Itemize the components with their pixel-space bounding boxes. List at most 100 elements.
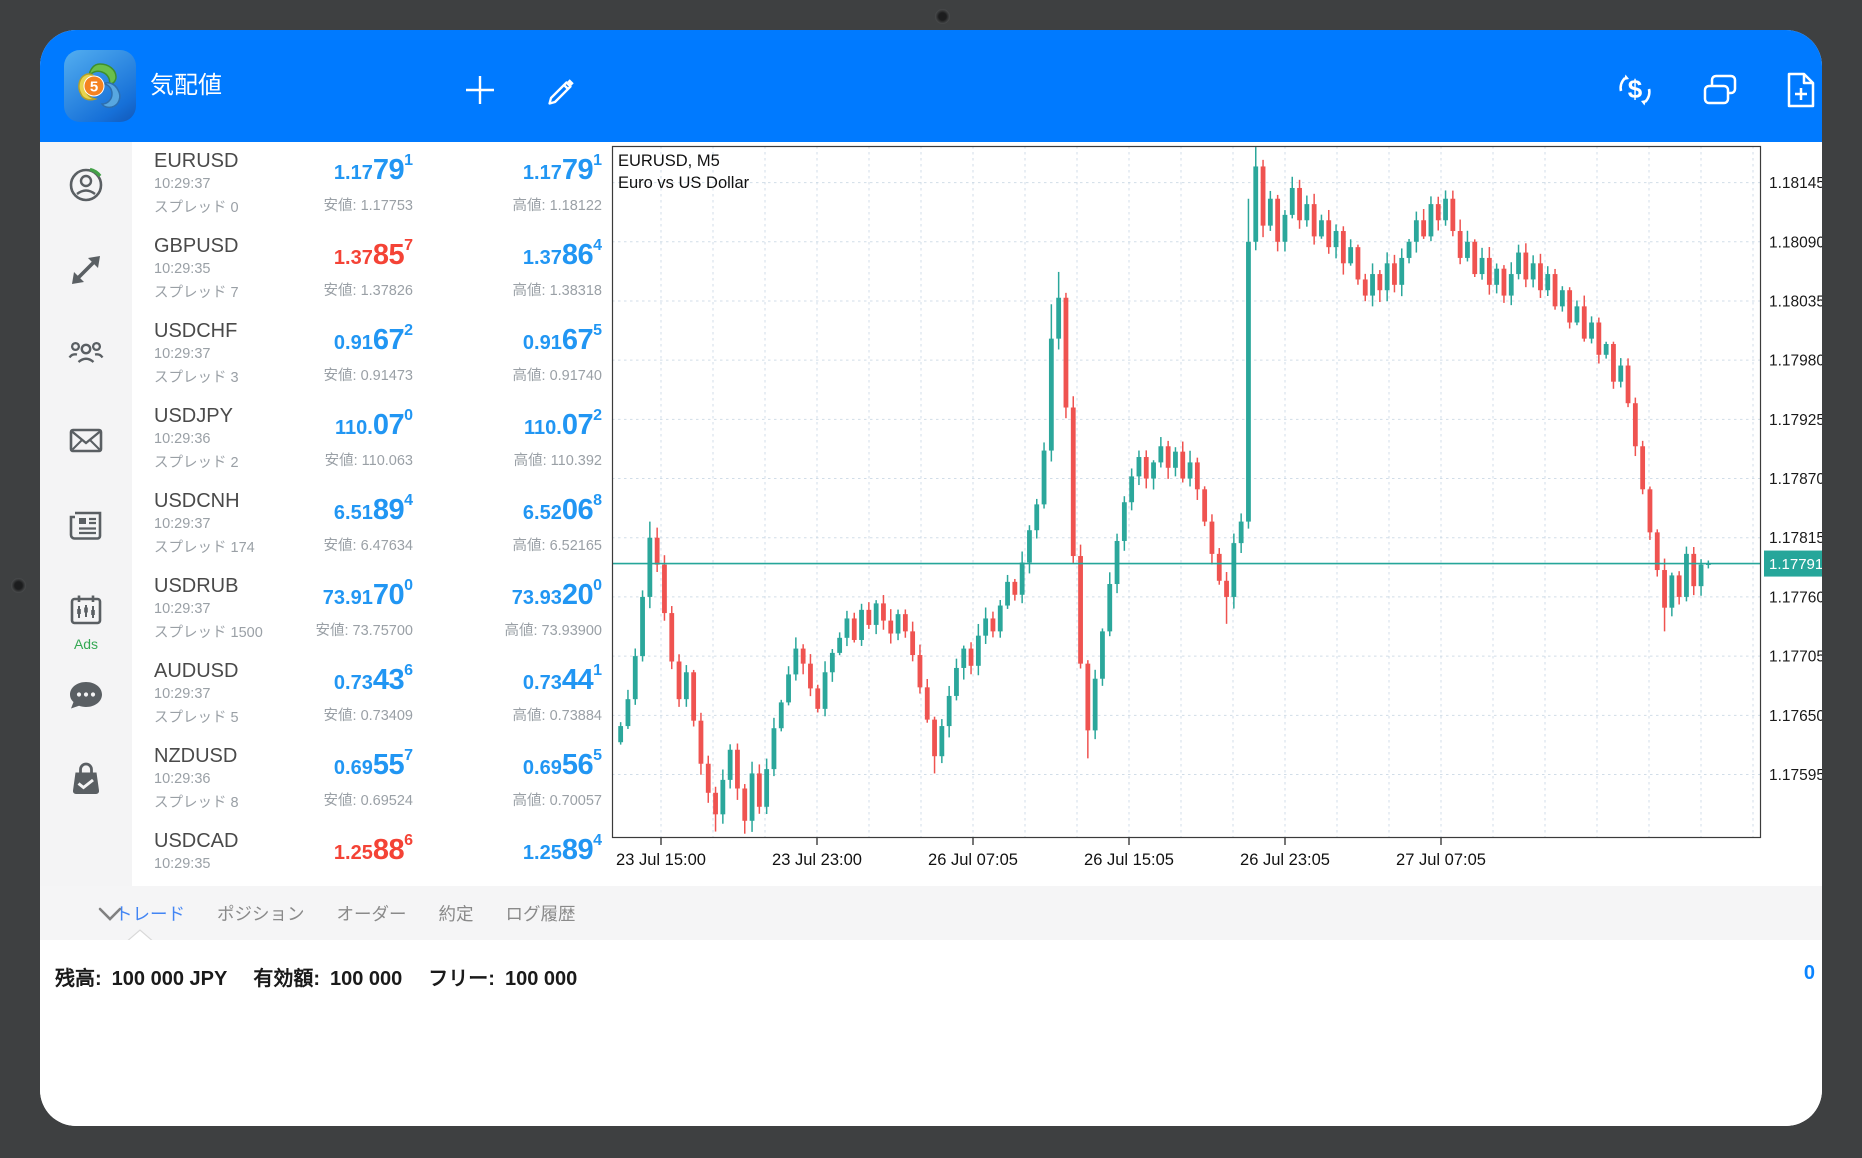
x-axis-label: 26 Jul 23:05 (1240, 851, 1330, 869)
ask-price: 110.072 (524, 407, 602, 441)
quote-time: 10:29:36 (154, 431, 211, 447)
spread-value: スプレッド 1500 (154, 625, 263, 641)
day-high: 高値: 1.18122 (512, 198, 602, 214)
symbol-name: USDRUB (154, 575, 239, 597)
y-axis-label: 1.17870 (1769, 471, 1822, 488)
currency-exchange-button[interactable]: $ (1611, 66, 1659, 114)
app-screen: 5 気配値 $ (40, 30, 1822, 1126)
day-low: 安値: 73.75700 (315, 623, 413, 639)
header-bar: 5 気配値 $ (40, 30, 1822, 142)
quotes-trade-icon (64, 248, 108, 297)
sidebar-item-news[interactable] (40, 491, 132, 563)
tab-ポジション[interactable]: ポジション (217, 903, 305, 924)
account-value: 100 000 (504, 968, 578, 990)
mt5-app-logo: 5 (64, 50, 136, 122)
front-camera-side (11, 578, 26, 593)
svg-text:$: $ (1628, 74, 1643, 104)
bid-price: 73.91700 (322, 577, 413, 611)
quote-time: 10:29:37 (154, 686, 211, 702)
spread-value: スプレッド 7 (154, 285, 239, 301)
x-axis-label: 27 Jul 07:05 (1396, 851, 1486, 869)
day-low: 安値: 1.37826 (323, 283, 413, 299)
quote-row-AUDUSD[interactable]: AUDUSD 10:29:37 スプレッド 5 0.73436 0.73441 安値: 0… (132, 652, 612, 738)
day-low: 安値: 0.91473 (323, 368, 413, 384)
spread-value: スプレッド 5 (154, 710, 239, 726)
tab-ログ履歴[interactable]: ログ履歴 (505, 903, 576, 924)
quote-time: 10:29:37 (154, 601, 211, 617)
mt5-logo-arrows: 5 (78, 63, 121, 109)
sidebar-item-profile[interactable] (40, 151, 132, 223)
svg-text:5: 5 (90, 79, 98, 96)
current-price-tag (1764, 550, 1822, 577)
y-axis-label: 1.17595 (1769, 767, 1822, 784)
day-high: 高値: 0.91740 (512, 368, 602, 384)
quote-row-USDCNH[interactable]: USDCNH 10:29:37 スプレッド 174 6.51894 6.52068 安値:… (132, 482, 612, 568)
calendar-icon (64, 588, 108, 637)
y-axis-label: 1.17980 (1769, 353, 1822, 370)
symbol-name: GBPUSD (154, 235, 239, 257)
quote-time: 10:29:35 (154, 261, 211, 277)
edit-pencil-icon (548, 79, 574, 105)
ask-price: 1.37864 (522, 237, 602, 271)
ask-price: 1.25894 (522, 832, 602, 866)
account-summary: 残高: 100 000 JPY 有効額: 100 000 フリー: 100 000 0 (40, 940, 1822, 1126)
x-axis-label: 26 Jul 15:05 (1084, 851, 1174, 869)
quote-row-USDCHF[interactable]: USDCHF 10:29:37 スプレッド 3 0.91672 0.91675 安値: 0… (132, 312, 612, 398)
tab-約定[interactable]: 約定 (438, 903, 474, 924)
add-symbol-button[interactable] (456, 66, 504, 114)
quote-row-GBPUSD[interactable]: GBPUSD 10:29:35 スプレッド 7 1.37857 1.37864 安値: 1… (132, 227, 612, 313)
x-axis-label: 26 Jul 07:05 (928, 851, 1018, 869)
quote-row-USDCAD[interactable]: USDCAD 10:29:35 1.25886 1.25894 (132, 822, 612, 886)
bid-price: 1.25886 (333, 832, 413, 866)
page-title: 気配値 (150, 72, 222, 99)
chart-windows-button[interactable] (1696, 66, 1744, 114)
sidebar-item-quotes-trade[interactable] (40, 236, 132, 308)
collapse-panel-button[interactable] (88, 900, 132, 928)
day-high: 高値: 0.73884 (512, 708, 602, 724)
sidebar-item-chat[interactable] (40, 661, 132, 733)
edit-symbols-button[interactable] (538, 66, 586, 114)
day-high: 高値: 1.38318 (512, 283, 602, 299)
sidebar-item-calendar[interactable] (40, 576, 132, 648)
bid-price: 0.73436 (333, 662, 413, 696)
day-low: 安値: 0.69524 (323, 793, 413, 809)
chevron-down-icon (98, 907, 122, 921)
day-high: 高値: 0.70057 (512, 793, 602, 809)
tab-オーダー[interactable]: オーダー (336, 903, 407, 924)
quote-row-NZDUSD[interactable]: NZDUSD 10:29:36 スプレッド 8 0.69557 0.69565 安値: 0… (132, 737, 612, 823)
spread-value: スプレッド 0 (154, 200, 239, 216)
quote-row-USDJPY[interactable]: USDJPY 10:29:36 スプレッド 2 110.070 110.072 安値: 1… (132, 397, 612, 483)
mail-icon (64, 418, 108, 467)
sidebar-item-community[interactable] (40, 321, 132, 393)
chat-icon (64, 673, 108, 722)
quote-time: 10:29:37 (154, 176, 211, 192)
account-label: フリー: (428, 968, 495, 990)
current-price-value: 1.17791 (1769, 556, 1822, 573)
community-icon (63, 332, 109, 383)
sidebar-nav: Ads (40, 142, 132, 886)
quote-row-USDRUB[interactable]: USDRUB 10:29:37 スプレッド 1500 73.91700 73.93200… (132, 567, 612, 653)
currency-exchange-icon: $ (1619, 74, 1651, 106)
chart-canvas[interactable]: 23 Jul 15:00 23 Jul 23:00 26 Jul 07:05 26 J… (611, 145, 1822, 886)
day-low: 安値: 110.063 (324, 453, 413, 469)
y-axis-label: 1.18090 (1769, 234, 1822, 251)
bid-price: 0.91672 (333, 322, 413, 356)
y-axis-label: 1.17650 (1769, 708, 1822, 725)
symbol-name: USDJPY (154, 405, 233, 427)
sidebar-item-mail[interactable] (40, 406, 132, 478)
quote-row-EURUSD[interactable]: EURUSD 10:29:37 スプレッド 0 1.17791 1.17791 安値: 1… (132, 142, 612, 228)
tab-トレード[interactable]: トレード (115, 903, 185, 924)
ask-price: 1.17791 (522, 152, 602, 186)
new-order-button[interactable] (1776, 66, 1822, 114)
account-value: 100 000 JPY (111, 968, 228, 990)
profile-icon (64, 163, 108, 212)
account-label: 残高: (55, 968, 102, 990)
market-icon (64, 758, 108, 807)
x-axis-label: 23 Jul 23:00 (772, 851, 862, 869)
ask-price: 6.52068 (522, 492, 602, 526)
day-high: 高値: 6.52165 (512, 538, 602, 554)
active-tab-notch (125, 929, 155, 943)
sidebar-item-market[interactable] (40, 746, 132, 818)
bid-price: 110.070 (335, 407, 413, 441)
